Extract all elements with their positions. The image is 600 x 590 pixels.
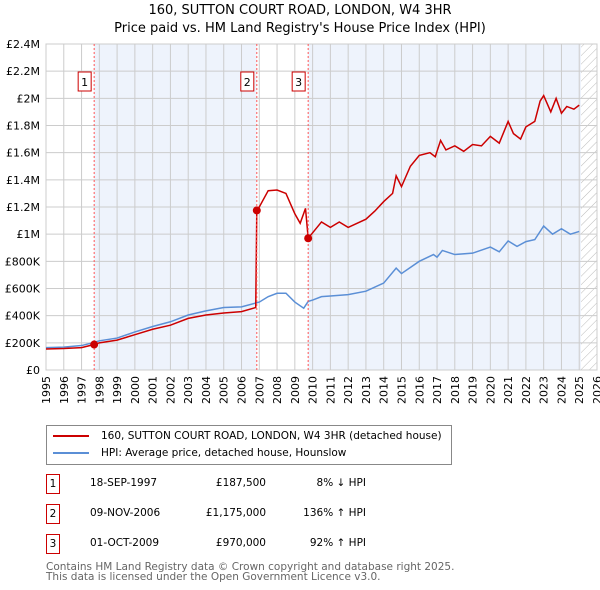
- subtitle-line: Price paid vs. HM Land Registry's House …: [114, 21, 486, 36]
- plot-frame: [45, 43, 598, 371]
- x-tick-label: 2017: [431, 376, 444, 404]
- legend-label: 160, SUTTON COURT ROAD, LONDON, W4 3HR (…: [101, 430, 442, 442]
- x-tick-label: 1995: [40, 376, 53, 404]
- x-tick-label: 1997: [76, 376, 89, 404]
- x-tick-label: 1998: [93, 376, 106, 404]
- y-tick-label: £1.4M: [6, 174, 40, 187]
- y-tick-label: £1.8M: [6, 120, 40, 133]
- y-tick-label: £2M: [17, 92, 41, 105]
- x-tick-label: 2008: [271, 376, 284, 404]
- x-tick-label: 2025: [573, 376, 586, 404]
- y-tick-label: £1.2M: [6, 201, 40, 214]
- x-tick-label: 2013: [360, 376, 373, 404]
- footer-line: Contains HM Land Registry data © Crown c…: [46, 561, 455, 573]
- hpi-line: [45, 224, 580, 349]
- x-tick-label: 2024: [555, 376, 568, 404]
- sale-number: 2: [46, 504, 60, 524]
- x-tick-label: 2020: [484, 376, 497, 404]
- x-tick-label: 2001: [147, 376, 160, 404]
- y-tick-label: £600K: [5, 283, 41, 296]
- red-line-swatch: [53, 435, 89, 437]
- x-tick-label: 2022: [520, 376, 533, 404]
- y-tick-label: £1M: [17, 228, 41, 241]
- x-tick-label: 1996: [58, 376, 71, 404]
- y-tick-label: £0: [26, 364, 40, 377]
- x-tick-label: 2019: [467, 376, 480, 404]
- y-tick-label: £400K: [5, 310, 41, 323]
- sale-date: 09-NOV-2006: [90, 507, 161, 519]
- x-tick-label: 2005: [218, 376, 231, 404]
- sale-price: £1,175,000: [205, 507, 266, 519]
- x-tick-label: 1999: [111, 376, 124, 404]
- sale-hpi-diff: 136% ↑ HPI: [303, 507, 366, 519]
- sale-number: 1: [46, 474, 60, 494]
- x-tick-label: 2023: [538, 376, 551, 404]
- legend-item-hpi: HPI: Average price, detached house, Houn…: [53, 447, 346, 459]
- sale-label-box: [240, 71, 255, 92]
- blue-line-swatch: [53, 452, 89, 454]
- y-tick-label: £2.4M: [6, 38, 40, 51]
- x-tick-label: 2021: [502, 376, 515, 404]
- footer: Contains HM Land Registry data © Crown c…: [46, 561, 455, 583]
- sale-label: 3: [295, 76, 302, 89]
- sale-label-box: [77, 71, 92, 92]
- x-tick-label: 2016: [413, 376, 426, 404]
- sale-date: 01-OCT-2009: [90, 537, 159, 549]
- footer-line: This data is licensed under the Open Gov…: [46, 571, 381, 583]
- y-tick-label: £200K: [5, 337, 41, 350]
- sale-label: 1: [81, 76, 88, 89]
- sale-price: £187,500: [215, 477, 266, 489]
- sale-date: 18-SEP-1997: [90, 477, 158, 489]
- x-tick-label: 2014: [378, 376, 391, 404]
- x-tick-label: 2006: [236, 376, 249, 404]
- property-price-line: [45, 94, 580, 350]
- x-tick-label: 2000: [129, 376, 142, 404]
- x-tick-label: 2007: [253, 376, 266, 404]
- x-tick-label: 2009: [289, 376, 302, 404]
- x-tick-label: 2002: [164, 376, 177, 404]
- x-tick-label: 2026: [591, 376, 600, 404]
- y-tick-label: £800K: [5, 255, 41, 268]
- chart-title: 160, SUTTON COURT ROAD, LONDON, W4 3HR Pr…: [0, 2, 600, 38]
- sale-label-box: [291, 71, 306, 92]
- sale-hpi-diff: 92% ↑ HPI: [309, 537, 366, 549]
- sale-point: [90, 340, 99, 349]
- sale-point: [252, 206, 261, 215]
- x-tick-label: 2004: [200, 376, 213, 404]
- title-line: 160, SUTTON COURT ROAD, LONDON, W4 3HR: [148, 3, 452, 18]
- x-tick-label: 2012: [342, 376, 355, 404]
- sale-hpi-diff: 8% ↓ HPI: [316, 477, 366, 489]
- legend-label: HPI: Average price, detached house, Houn…: [101, 447, 347, 459]
- sale-row: 2 09-NOV-2006 £1,175,000 136% ↑ HPI: [46, 504, 546, 524]
- x-tick-label: 2003: [182, 376, 195, 404]
- x-tick-label: 2011: [324, 376, 337, 404]
- y-tick-label: £2.2M: [6, 65, 40, 78]
- x-tick-label: 2018: [449, 376, 462, 404]
- price-chart: 1995 1996 1997 1998 1999 2000 2001 2002 2003 2004…: [5, 38, 600, 404]
- sale-number: 3: [46, 534, 60, 554]
- sale-row: 3 01-OCT-2009 £970,000 92% ↑ HPI: [46, 534, 546, 554]
- legend: 160, SUTTON COURT ROAD, LONDON, W4 3HR (…: [46, 425, 452, 465]
- sale-point: [304, 234, 313, 243]
- sale-row: 1 18-SEP-1997 £187,500 8% ↓ HPI: [46, 474, 546, 494]
- x-tick-label: 2010: [307, 376, 320, 404]
- sale-label: 2: [244, 76, 251, 89]
- x-tick-label: 2015: [395, 376, 408, 404]
- y-tick-label: £1.6M: [6, 147, 40, 160]
- sale-price: £970,000: [215, 537, 266, 549]
- legend-item-property: 160, SUTTON COURT ROAD, LONDON, W4 3HR (…: [53, 430, 442, 442]
